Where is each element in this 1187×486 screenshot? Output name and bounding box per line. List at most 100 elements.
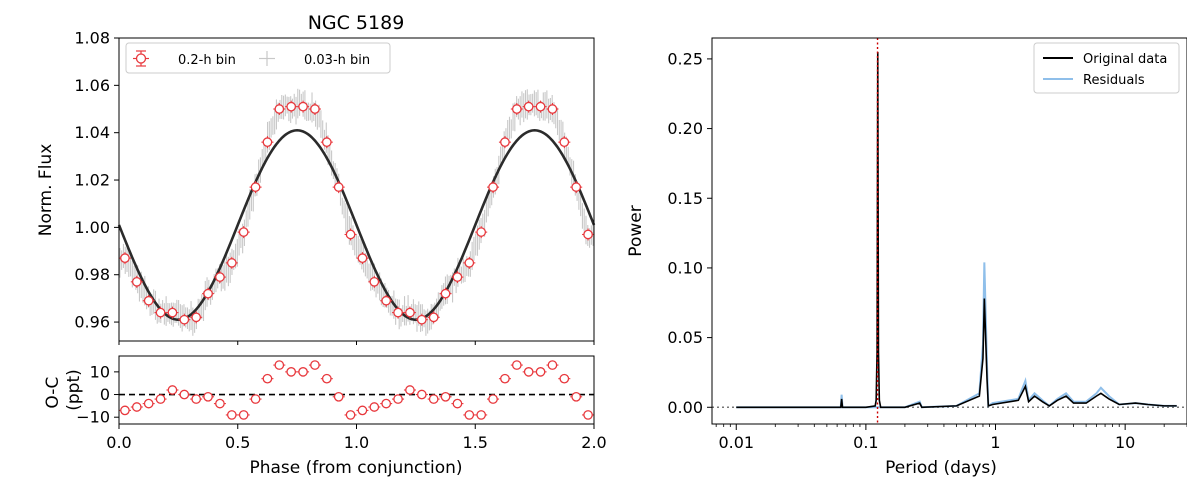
legend-fine-label: 0.03-h bin — [304, 53, 370, 68]
residual-point — [274, 360, 285, 370]
y-tick-label: 10 — [90, 362, 110, 381]
periodogram-panel: 0.00 0.05 0.10 0.15 0.20 0.25 0.01 0.1 1 10 Powe… — [626, 37, 1187, 478]
residual-point — [203, 391, 213, 402]
residual-points — [118, 360, 595, 420]
coarse-bin-point — [452, 272, 463, 282]
coarse-bin-point — [500, 137, 510, 148]
residual-point — [428, 394, 439, 404]
coarse-bin-point — [571, 182, 582, 192]
y-tick-label: −10 — [76, 408, 110, 427]
residual-point — [321, 373, 332, 384]
coarse-bin-point — [393, 307, 403, 318]
coarse-bin-point — [547, 104, 558, 114]
residual-point — [120, 405, 130, 416]
original-data-power-curve — [736, 51, 1177, 409]
coarse-bin-point — [333, 182, 344, 192]
light-curve-panel: 0.96 0.98 1.00 1.02 1.04 1.06 1.08 NGC 5189 No… — [36, 12, 596, 345]
coarse-bin-point — [381, 295, 392, 306]
x-tick-label: 0.5 — [225, 433, 250, 452]
coarse-bin-point — [559, 137, 570, 148]
y-tick-label: 0.25 — [667, 49, 703, 68]
residual-point — [215, 398, 225, 409]
coarse-bin-point — [523, 101, 534, 112]
residual-point — [440, 391, 451, 402]
residual-point — [416, 389, 427, 400]
residual-point — [357, 405, 368, 416]
coarse-bin-point — [191, 312, 202, 323]
residual-point — [298, 367, 308, 377]
coarse-bin-point — [250, 182, 261, 192]
coarse-bin-point — [120, 253, 130, 263]
residual-point — [131, 402, 142, 412]
y-tick-label: 1.08 — [74, 29, 110, 48]
y-tick-label: 1.04 — [74, 123, 110, 142]
residual-axis-label: O-C (ppt) — [43, 369, 84, 411]
coarse-bin-point — [511, 104, 522, 114]
x-tick-label: 1 — [990, 433, 1000, 452]
coarse-bin-point — [488, 182, 498, 192]
residual-point — [559, 373, 570, 384]
residual-point — [476, 410, 487, 420]
light-curve-frame — [118, 37, 595, 342]
residual-point — [464, 410, 475, 420]
residual-point — [393, 394, 403, 404]
residual-point — [381, 398, 392, 409]
light-curve-title: NGC 5189 — [308, 12, 405, 34]
residual-point — [250, 394, 261, 404]
residual-point — [547, 360, 558, 370]
coarse-bin-point — [476, 227, 487, 237]
light-curve-y-ticks: 0.96 0.98 1.00 1.02 1.04 1.06 1.08 — [74, 29, 595, 345]
coarse-bin-point — [203, 288, 213, 299]
flux-axis-label: Norm. Flux — [36, 144, 56, 237]
residual-point — [488, 394, 498, 404]
residual-point — [191, 394, 202, 404]
legend-coarse-label: 0.2-h bin — [178, 53, 236, 68]
coarse-bin-point — [345, 229, 356, 240]
residual-point — [535, 367, 546, 377]
y-tick-label: 1.06 — [74, 76, 110, 95]
periodogram-legend: Original data Residuals — [1033, 42, 1180, 94]
coarse-bin-point — [215, 272, 225, 282]
sinusoid-model-curve — [117, 129, 596, 322]
residual-point — [179, 389, 190, 400]
residual-point — [452, 398, 463, 409]
y-tick-label: 0.98 — [74, 265, 110, 284]
residuals-power-curve — [736, 262, 1177, 409]
light-curve-legend: 0.2-h bin 0.03-h bin — [125, 42, 391, 74]
periodogram-frame — [711, 37, 1187, 425]
phase-axis-label: Phase (from conjunction) — [249, 458, 462, 478]
coarse-bin-point — [416, 314, 427, 325]
residual-point — [226, 410, 237, 420]
coarse-bin-point — [167, 307, 178, 318]
residual-point — [500, 373, 510, 384]
period-x-ticks: 0.01 0.1 1 10 — [715, 424, 1187, 452]
coarse-bin-point — [440, 288, 451, 299]
x-tick-label: 1.5 — [463, 433, 488, 452]
coarse-bin-points — [118, 100, 595, 326]
legend-coarse-marker — [135, 53, 147, 64]
residual-point — [511, 360, 522, 370]
coarse-bin-point — [405, 307, 415, 318]
coarse-bin-point — [274, 104, 285, 114]
y-tick-label: 1.00 — [74, 218, 110, 237]
residual-point — [345, 410, 356, 420]
y-tick-label: 0.00 — [667, 398, 703, 417]
legend-residuals-label: Residuals — [1083, 73, 1145, 88]
coarse-bin-point — [238, 227, 249, 237]
coarse-bin-point — [310, 104, 320, 114]
coarse-bin-point — [131, 276, 142, 287]
residual-point — [167, 385, 178, 395]
residual-point — [523, 367, 534, 377]
residual-point — [583, 410, 593, 420]
coarse-bin-point — [583, 229, 593, 240]
residual-point — [310, 360, 320, 370]
coarse-bin-point — [298, 101, 308, 112]
period-axis-label: Period (days) — [885, 458, 997, 478]
coarse-bin-point — [464, 258, 475, 268]
legend-box — [1033, 42, 1180, 94]
coarse-bin-point — [321, 137, 332, 148]
residual-point — [369, 402, 380, 412]
residual-frame — [118, 355, 595, 425]
coarse-bin-point — [428, 312, 439, 323]
